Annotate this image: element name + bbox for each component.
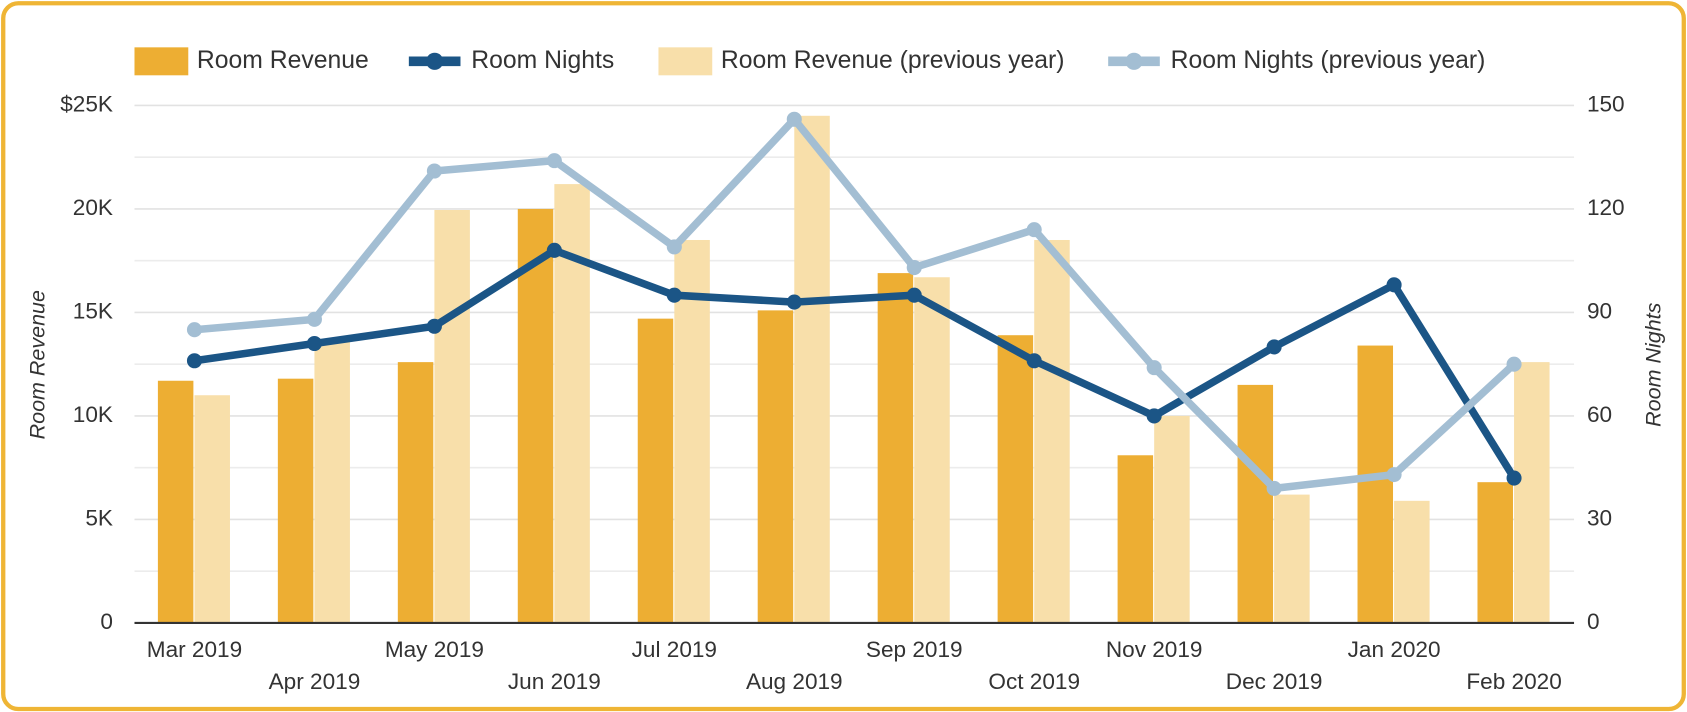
point: [1386, 277, 1402, 293]
x-tick-label: Mar 2019: [147, 637, 242, 662]
y-tick-label: 10K: [73, 402, 113, 427]
point: [1506, 470, 1522, 486]
bar: [1274, 494, 1310, 623]
bar: [1477, 482, 1513, 623]
x-tick-label: Jan 2020: [1348, 637, 1441, 662]
bar: [277, 378, 314, 623]
y2-tick-label: 30: [1587, 505, 1612, 530]
legend-label: Room Nights (previous year): [1171, 47, 1486, 74]
point: [786, 294, 802, 310]
bar: [1394, 500, 1430, 623]
x-tick-label: Feb 2020: [1466, 669, 1561, 694]
bar: [997, 335, 1034, 623]
bar: [397, 362, 434, 623]
point: [1506, 356, 1522, 372]
point: [426, 163, 442, 179]
point: [1266, 339, 1282, 355]
bar: [194, 395, 230, 623]
y2-tick-label: 90: [1587, 298, 1612, 323]
y-axis-label: Room Revenue: [25, 290, 49, 439]
bar: [877, 273, 914, 623]
bar: [1034, 239, 1070, 623]
legend-swatch: [134, 47, 189, 76]
bar: [794, 115, 830, 623]
bar: [1357, 345, 1394, 623]
bar: [674, 239, 710, 623]
bar: [157, 380, 194, 623]
y-tick-label: 0: [100, 609, 113, 634]
bar: [914, 277, 950, 623]
x-tick-label: Jul 2019: [632, 637, 717, 662]
bar: [517, 208, 554, 623]
x-tick-label: May 2019: [385, 637, 484, 662]
bar: [1117, 455, 1154, 623]
x-tick-label: Apr 2019: [269, 669, 361, 694]
legend-label: Room Revenue (previous year): [721, 47, 1065, 74]
y2-tick-label: 120: [1587, 195, 1625, 220]
point: [786, 111, 802, 127]
point: [666, 239, 682, 255]
x-tick-label: Sep 2019: [866, 637, 963, 662]
point: [1026, 353, 1042, 369]
line: [193, 246, 1518, 481]
point: [1266, 480, 1282, 496]
legend-label: Room Nights: [471, 47, 614, 74]
bar: [434, 209, 470, 623]
bar: [637, 318, 674, 623]
point: [306, 311, 322, 327]
y2-axis-label: Room Nights: [1641, 302, 1665, 427]
point: [1386, 467, 1402, 483]
point: [906, 260, 922, 276]
point: [546, 242, 562, 258]
x-tick-label: Oct 2019: [988, 669, 1080, 694]
legend-swatch: [426, 52, 444, 70]
y-tick-label: $25K: [60, 91, 113, 116]
bar: [1514, 362, 1550, 623]
legend-swatch: [1125, 52, 1143, 70]
y2-tick-label: 0: [1587, 609, 1600, 634]
point: [1026, 222, 1042, 238]
legend-swatch: [658, 47, 713, 76]
point: [546, 153, 562, 169]
point: [666, 287, 682, 303]
legend-label: Room Revenue: [197, 47, 369, 74]
point: [906, 287, 922, 303]
bar: [1237, 384, 1274, 623]
line: [194, 115, 1517, 493]
point: [1146, 360, 1162, 376]
bar: [757, 310, 794, 623]
y-tick-label: 5K: [85, 505, 113, 530]
point: [186, 322, 203, 338]
x-tick-label: Nov 2019: [1106, 637, 1203, 662]
y2-tick-label: 150: [1587, 91, 1625, 116]
x-tick-label: Dec 2019: [1226, 669, 1323, 694]
y-tick-label: 20K: [73, 195, 113, 220]
point: [1146, 408, 1162, 424]
y2-tick-label: 60: [1587, 402, 1612, 427]
point: [186, 353, 203, 369]
bar: [314, 341, 350, 623]
x-tick-label: Aug 2019: [746, 669, 843, 694]
y-tick-label: 15K: [73, 298, 113, 323]
bar: [1154, 415, 1190, 623]
point: [306, 335, 322, 352]
x-tick-label: Jun 2019: [508, 669, 601, 694]
point: [426, 318, 442, 334]
